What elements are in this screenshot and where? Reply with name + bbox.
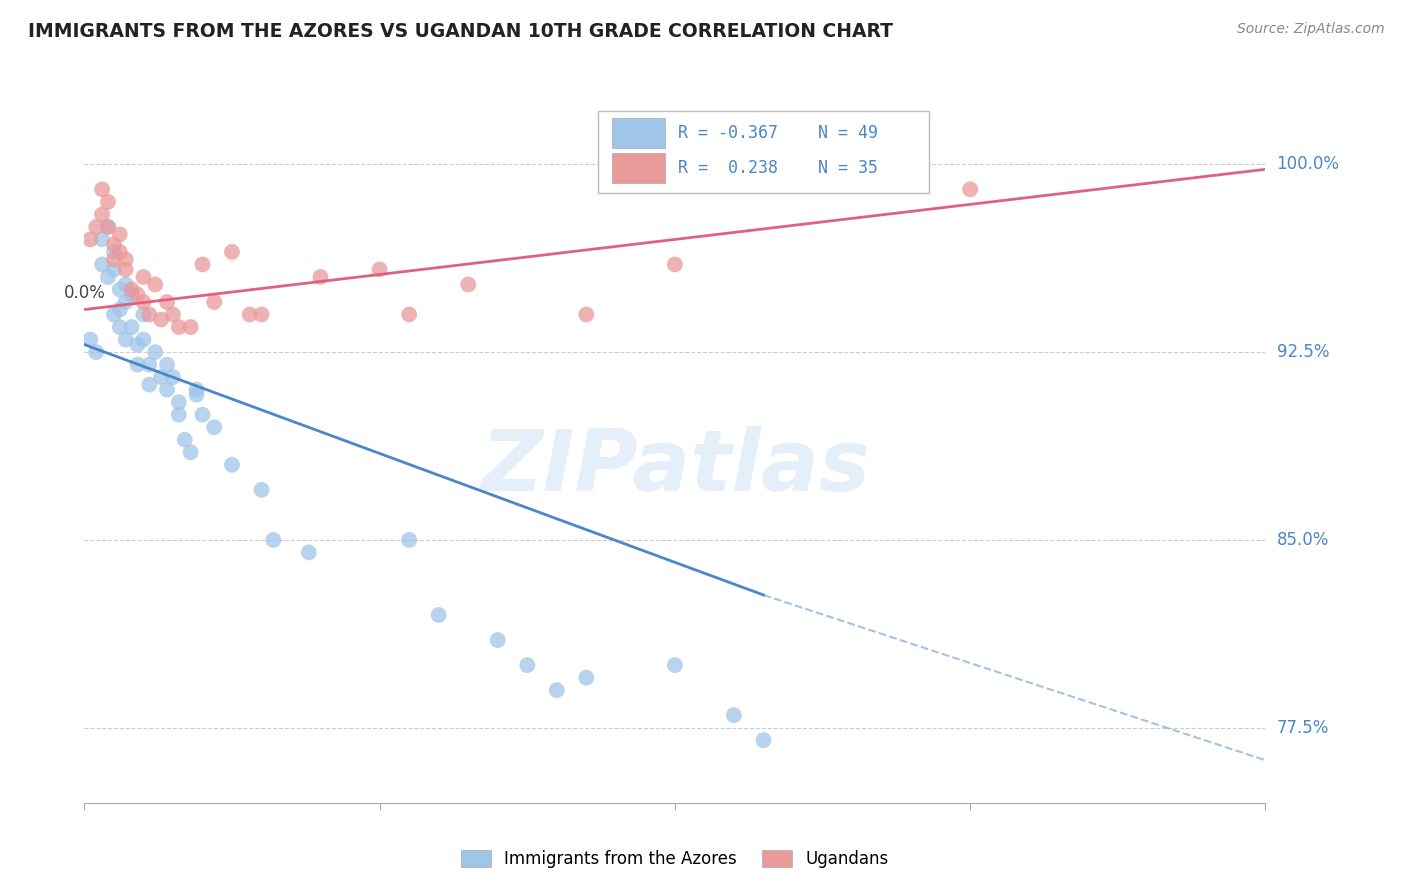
Point: [91, 257, 114, 271]
Point: [427, 607, 450, 622]
Point: [959, 182, 981, 196]
Point: [114, 262, 136, 277]
Point: [143, 345, 166, 359]
Point: [97, 270, 120, 285]
Point: [91, 207, 114, 221]
Point: [250, 308, 273, 322]
Point: [398, 533, 420, 547]
Point: [173, 433, 195, 447]
Point: [167, 408, 190, 422]
Point: [103, 308, 125, 322]
Point: [114, 295, 136, 310]
Point: [186, 383, 208, 397]
Point: [132, 333, 155, 347]
Point: [84, 219, 107, 234]
Text: 0.0%: 0.0%: [63, 284, 105, 302]
Point: [575, 671, 598, 685]
Point: [103, 244, 125, 259]
Point: [121, 287, 143, 301]
Point: [167, 395, 190, 409]
FancyBboxPatch shape: [612, 153, 665, 184]
Legend: Immigrants from the Azores, Ugandans: Immigrants from the Azores, Ugandans: [454, 843, 896, 875]
Point: [103, 237, 125, 252]
Point: [575, 308, 598, 322]
Point: [156, 383, 179, 397]
Point: [150, 312, 173, 326]
Point: [84, 345, 107, 359]
Point: [143, 277, 166, 292]
Point: [398, 308, 420, 322]
Point: [97, 219, 120, 234]
Point: [108, 320, 131, 334]
Point: [180, 445, 202, 459]
Point: [156, 295, 179, 310]
Point: [752, 733, 775, 747]
Point: [138, 377, 160, 392]
Point: [250, 483, 273, 497]
Text: Source: ZipAtlas.com: Source: ZipAtlas.com: [1237, 22, 1385, 37]
Point: [132, 270, 155, 285]
Point: [79, 333, 101, 347]
Point: [150, 370, 173, 384]
Point: [202, 295, 225, 310]
Point: [138, 358, 160, 372]
Point: [191, 257, 214, 271]
Point: [108, 227, 131, 242]
Point: [202, 420, 225, 434]
FancyBboxPatch shape: [598, 111, 929, 193]
Point: [162, 308, 184, 322]
Text: 92.5%: 92.5%: [1277, 343, 1329, 361]
Point: [127, 337, 149, 351]
Point: [457, 277, 479, 292]
Point: [162, 370, 184, 384]
Point: [368, 262, 391, 277]
Point: [486, 633, 509, 648]
Point: [108, 283, 131, 297]
Point: [298, 545, 321, 559]
Point: [91, 182, 114, 196]
Point: [239, 308, 262, 322]
Text: 77.5%: 77.5%: [1277, 719, 1329, 737]
Point: [108, 244, 131, 259]
Point: [132, 308, 155, 322]
Point: [103, 262, 125, 277]
Point: [121, 320, 143, 334]
Point: [221, 244, 243, 259]
Point: [103, 252, 125, 267]
Point: [167, 320, 190, 334]
Point: [262, 533, 284, 547]
Point: [516, 658, 538, 673]
Text: 100.0%: 100.0%: [1277, 155, 1340, 173]
Point: [108, 302, 131, 317]
Point: [97, 194, 120, 209]
Point: [309, 270, 332, 285]
Point: [127, 358, 149, 372]
Point: [191, 408, 214, 422]
Text: R =  0.238    N = 35: R = 0.238 N = 35: [679, 160, 879, 178]
Point: [114, 277, 136, 292]
Point: [114, 252, 136, 267]
Point: [664, 658, 686, 673]
Point: [180, 320, 202, 334]
Point: [186, 387, 208, 401]
Point: [221, 458, 243, 472]
Point: [546, 683, 568, 698]
Point: [114, 333, 136, 347]
Point: [138, 308, 160, 322]
Point: [156, 358, 179, 372]
Point: [97, 219, 120, 234]
Point: [132, 295, 155, 310]
Point: [127, 287, 149, 301]
Text: R = -0.367    N = 49: R = -0.367 N = 49: [679, 125, 879, 143]
Point: [723, 708, 745, 723]
Text: ZIPatlas: ZIPatlas: [479, 425, 870, 509]
Point: [664, 257, 686, 271]
Text: 85.0%: 85.0%: [1277, 531, 1329, 549]
Point: [91, 232, 114, 246]
Y-axis label: 10th Grade: 10th Grade: [0, 395, 8, 497]
Point: [79, 232, 101, 246]
Text: IMMIGRANTS FROM THE AZORES VS UGANDAN 10TH GRADE CORRELATION CHART: IMMIGRANTS FROM THE AZORES VS UGANDAN 10…: [28, 22, 893, 41]
Point: [121, 283, 143, 297]
FancyBboxPatch shape: [612, 119, 665, 148]
